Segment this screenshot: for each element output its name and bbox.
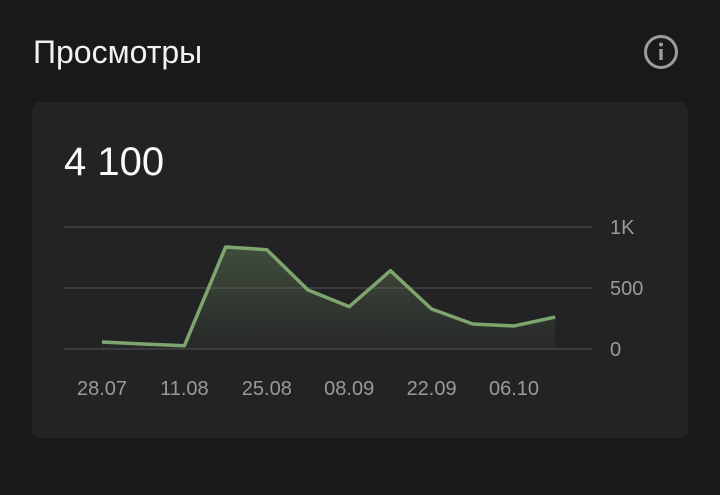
series-line xyxy=(101,245,556,348)
x-tick-label: 06.10 xyxy=(489,378,539,400)
y-tick-label: 1K xyxy=(610,217,635,239)
y-tick-label: 0 xyxy=(610,339,621,361)
views-card xyxy=(32,102,688,438)
x-tick-label: 22.09 xyxy=(407,378,457,400)
page-title: Просмотры xyxy=(33,34,203,70)
y-tick-label: 500 xyxy=(610,278,643,300)
x-tick-label: 11.08 xyxy=(160,378,209,400)
x-tick-label: 25.08 xyxy=(242,378,292,400)
x-tick-label: 28.07 xyxy=(77,378,127,400)
info-circle-icon[interactable] xyxy=(643,34,679,70)
total-views: 4 100 xyxy=(64,140,165,184)
x-tick-label: 08.09 xyxy=(324,378,374,400)
